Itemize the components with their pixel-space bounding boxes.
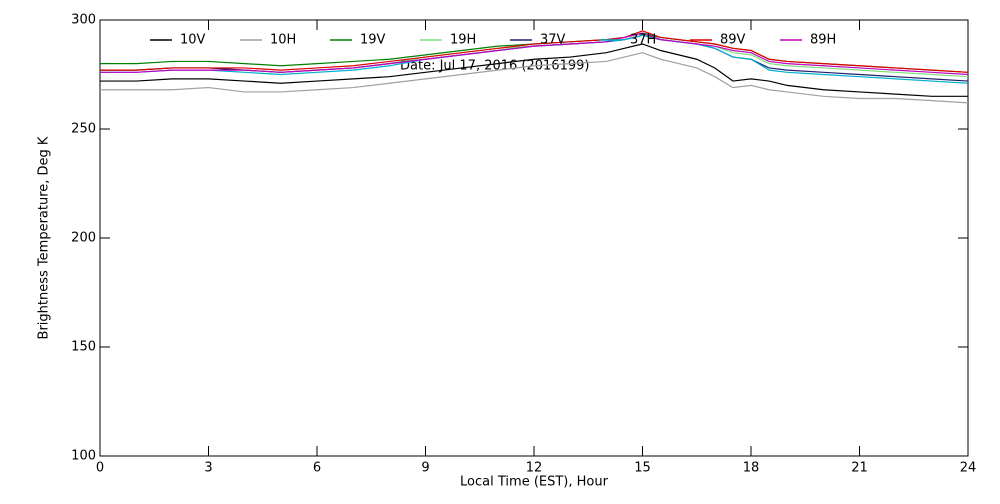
y-axis-label: Brightness Temperature, Deg K: [37, 136, 52, 339]
y-tick-label: 200: [71, 231, 96, 246]
legend-label: 19V: [360, 33, 386, 48]
x-tick-label: 9: [421, 461, 429, 476]
x-tick-label: 18: [743, 461, 760, 476]
x-tick-label: 21: [851, 461, 868, 476]
legend-label: 10H: [270, 33, 296, 48]
legend-label: 37V: [540, 33, 566, 48]
x-tick-label: 12: [526, 461, 543, 476]
annotation: Date: Jul 17, 2016 (2016199): [400, 59, 589, 74]
x-tick-label: 6: [313, 461, 321, 476]
series-line: [100, 30, 969, 73]
legend-label: 19H: [450, 33, 476, 48]
y-tick-label: 100: [71, 449, 96, 464]
x-tick-label: 0: [96, 461, 104, 476]
x-tick-label: 15: [634, 461, 651, 476]
y-tick-label: 150: [71, 340, 96, 355]
legend-label: 89H: [810, 33, 836, 48]
series-line: [100, 52, 969, 104]
series-line: [100, 43, 968, 97]
x-axis-label: Local Time (EST), Hour: [460, 475, 609, 490]
plot-frame: [99, 19, 969, 457]
y-tick-label: 300: [71, 13, 96, 28]
x-tick-label: 24: [960, 461, 977, 476]
x-tick-label: 3: [204, 461, 212, 476]
legend-label: 89V: [720, 33, 746, 48]
legend-label: 37H: [630, 33, 656, 48]
y-tick-label: 250: [71, 122, 96, 137]
legend-label: 10V: [180, 33, 206, 48]
